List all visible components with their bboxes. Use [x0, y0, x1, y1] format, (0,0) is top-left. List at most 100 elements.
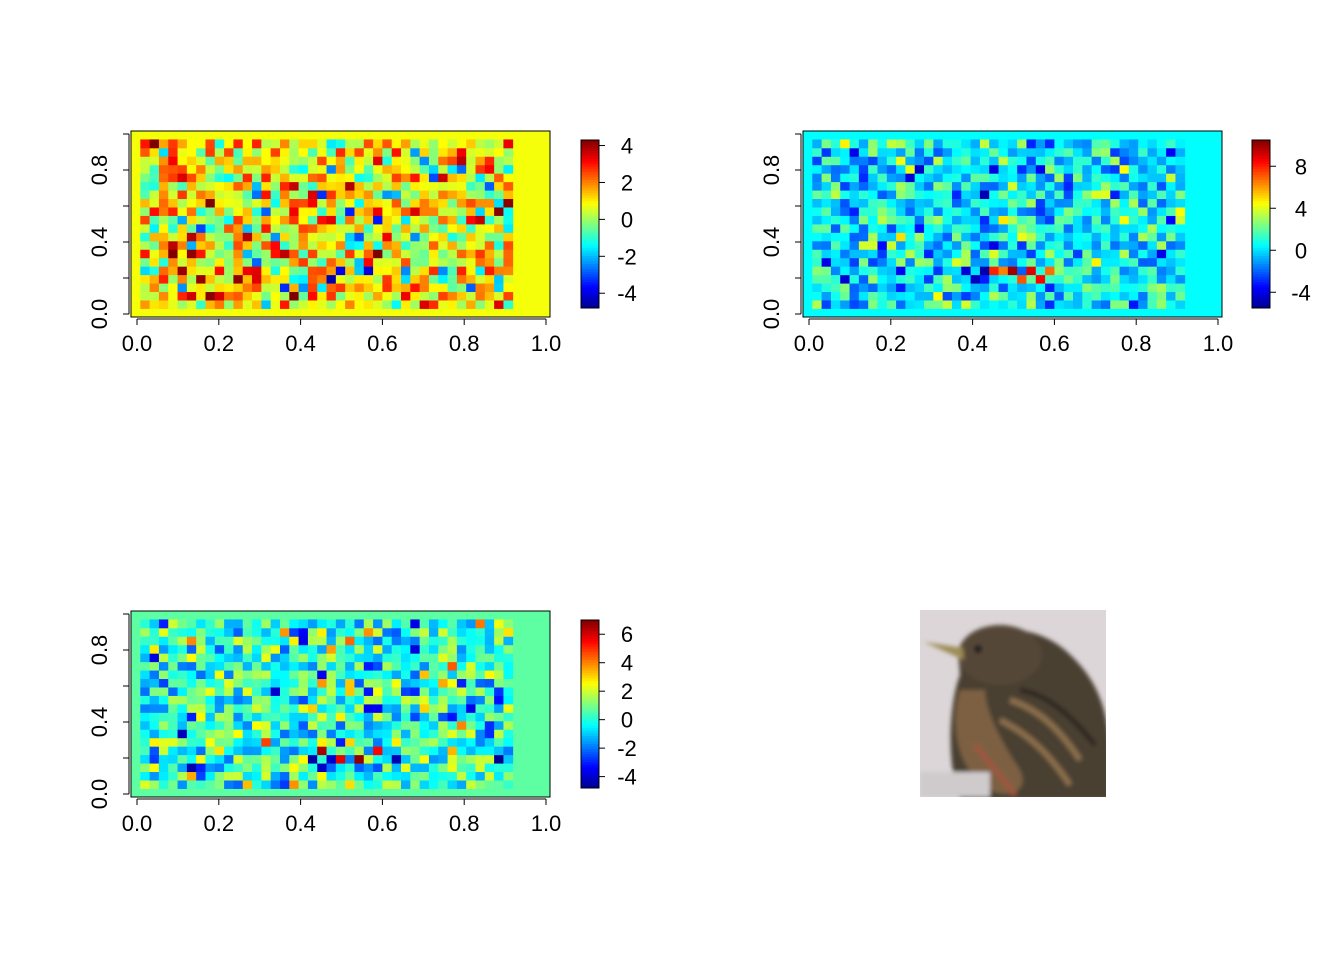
heatmap-cell: [1026, 181, 1037, 191]
heatmap-cell: [317, 670, 327, 680]
heatmap-cell: [1026, 300, 1037, 309]
heatmap-cell: [924, 249, 934, 259]
heatmap-cell: [447, 653, 458, 663]
heatmap-cell: [391, 164, 402, 174]
x-tick-label: 0.4: [285, 331, 316, 356]
heatmap-cell: [868, 266, 878, 276]
heatmap-cell: [886, 257, 897, 267]
heatmap-cell: [326, 678, 337, 688]
heatmap-cell: [933, 156, 944, 166]
heatmap-cell: [224, 712, 234, 722]
heatmap-cell: [298, 147, 309, 157]
heatmap-cell: [840, 300, 850, 309]
legend-swatch: [1252, 221, 1270, 225]
heatmap-cell: [326, 619, 337, 629]
heatmap-cell: [363, 627, 374, 637]
heatmap-cell: [1138, 164, 1148, 174]
heatmap-cell: [447, 224, 458, 233]
heatmap-cell: [363, 771, 374, 781]
heatmap-cell: [279, 215, 290, 225]
legend-swatch: [1252, 271, 1270, 275]
heatmap-cell: [205, 670, 216, 680]
legend-swatch: [581, 216, 599, 220]
heatmap-cell: [447, 763, 458, 773]
legend-swatch: [581, 732, 599, 737]
legend-tick-label: 2: [621, 679, 633, 704]
heatmap-cell: [317, 704, 327, 713]
heatmap-cell: [298, 173, 309, 183]
heatmap-cell: [821, 274, 832, 284]
heatmap-cell: [466, 224, 476, 233]
heatmap-cell: [289, 695, 299, 705]
heatmap-cell: [233, 198, 244, 208]
heatmap-cell: [317, 627, 327, 637]
legend-swatch: [581, 753, 599, 758]
heatmap-cell: [382, 198, 393, 208]
heatmap-cell: [1026, 283, 1037, 293]
heatmap-cell: [419, 257, 430, 267]
heatmap-cell: [428, 780, 439, 789]
heatmap-cell: [335, 139, 346, 149]
heatmap-cell: [345, 737, 355, 747]
heatmap-cell: [419, 661, 430, 671]
heatmap-cell: [438, 300, 448, 309]
heatmap-cell: [1156, 291, 1167, 301]
heatmap-cell: [382, 695, 393, 705]
heatmap-cell: [466, 232, 476, 242]
heatmap-cell: [279, 224, 290, 233]
heatmap-cell: [196, 704, 206, 713]
heatmap-cell: [205, 232, 216, 242]
heatmap-cell: [317, 240, 327, 250]
heatmap-cell: [224, 291, 234, 301]
heatmap-cell: [456, 207, 467, 216]
heatmap-cell: [205, 644, 216, 654]
heatmap-cell: [242, 240, 253, 250]
heatmap-cell: [345, 232, 355, 242]
heatmap-cell: [270, 737, 281, 747]
heatmap-cell: [242, 224, 253, 233]
heatmap-cell: [307, 139, 318, 149]
heatmap-cell: [428, 754, 439, 764]
heatmap-cell: [214, 687, 225, 696]
heatmap-cell: [466, 729, 476, 739]
heatmap-cell: [307, 771, 318, 781]
heatmap-cell: [849, 249, 860, 259]
heatmap-cell: [1017, 257, 1027, 267]
heatmap-cell: [1119, 181, 1130, 191]
heatmap-cell: [428, 224, 439, 233]
heatmap-cell: [214, 156, 225, 166]
heatmap-cell: [886, 198, 897, 208]
heatmap-cell: [951, 249, 962, 259]
heatmap-cell: [858, 181, 869, 191]
legend-swatch: [581, 187, 599, 191]
heatmap-cell: [233, 636, 244, 646]
heatmap-cell: [289, 712, 299, 722]
legend-swatch: [581, 743, 599, 747]
heatmap-cell: [410, 763, 421, 773]
heatmap-cell: [326, 754, 337, 764]
heatmap-cell: [307, 627, 318, 637]
heatmap-cell: [428, 644, 439, 654]
heatmap-cell: [1082, 232, 1093, 242]
heatmap-cell: [840, 232, 850, 242]
heatmap-cell: [447, 687, 458, 696]
heatmap-cell: [363, 249, 374, 259]
heatmap-cell: [382, 139, 393, 149]
heatmap-cell: [933, 190, 944, 200]
legend-swatch: [1252, 297, 1270, 301]
heatmap-cell: [205, 139, 216, 149]
heatmap-cell: [177, 224, 188, 233]
heatmap-cell: [391, 678, 402, 688]
heatmap-cell: [1175, 198, 1186, 208]
legend-swatch: [581, 153, 599, 157]
heatmap-cell: [401, 257, 411, 267]
heatmap-cell: [896, 173, 906, 183]
heatmap-cell: [447, 661, 458, 671]
heatmap-cell: [270, 729, 281, 739]
heatmap-cell: [1091, 266, 1102, 276]
heatmap-cell: [242, 712, 253, 722]
heatmap-cell: [1100, 164, 1111, 174]
heatmap-cell: [196, 190, 206, 200]
heatmap-cell: [279, 678, 290, 688]
heatmap-cell: [905, 232, 916, 242]
